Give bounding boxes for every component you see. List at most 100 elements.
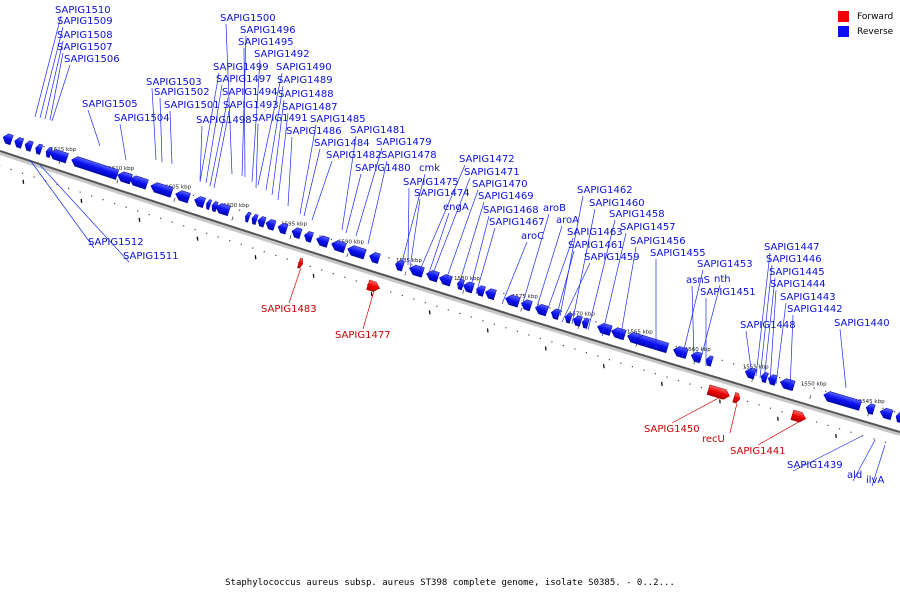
minor-tick (595, 321, 597, 323)
minor-tick (33, 176, 35, 178)
reverse-gene-label: ald (847, 470, 862, 481)
reverse-gene-label: SAPIG1470 (472, 179, 528, 190)
minor-tick (79, 191, 81, 193)
reverse-gene (485, 288, 497, 301)
reverse-gene (206, 199, 213, 210)
minor-tick (825, 390, 827, 392)
reverse-gene-label: SAPIG1474 (414, 188, 470, 199)
reverse-gene-body (611, 327, 627, 341)
label-leader (199, 72, 220, 183)
reverse-gene (550, 308, 561, 320)
forward-gene-label: SAPIG1441 (730, 446, 786, 457)
minor-tick (562, 344, 564, 347)
label-leader (341, 135, 357, 231)
ruler-tick (520, 307, 523, 312)
label-leader (362, 291, 375, 330)
minor-tick (549, 307, 551, 309)
label-leader (535, 225, 563, 311)
reverse-gene-body (760, 371, 769, 384)
ruler-label: 1585 kbp (396, 258, 422, 264)
label-leader (587, 219, 616, 331)
reverse-gene-body (150, 182, 174, 198)
minor-tick (620, 362, 622, 364)
label-leader (671, 397, 720, 424)
reverse-gene (611, 327, 627, 341)
label-leader (367, 160, 388, 245)
ruler-tick (404, 271, 407, 276)
figure-caption: Staphylococcus aureus subsp. aureus ST39… (225, 578, 675, 588)
ruler-tick (173, 197, 176, 202)
ruler-label: 1595 kbp (281, 222, 307, 228)
minor-tick (654, 373, 657, 375)
label-leader (775, 302, 787, 385)
reverse-gene-label: SAPIG1512 (88, 237, 144, 248)
minor-tick (192, 194, 195, 196)
reverse-gene-body (485, 288, 497, 301)
reverse-gene-label: SAPIG1486 (286, 126, 342, 137)
reverse-gene-label: SAPIG1489 (277, 75, 333, 86)
minor-tick (746, 400, 749, 402)
forward-gene-label: SAPIG1450 (644, 424, 700, 435)
ruler-tick (346, 253, 349, 258)
reverse-gene (673, 346, 689, 359)
minor-tick (493, 323, 495, 325)
label-leader (51, 64, 71, 122)
reverse-gene-label: SAPIG1507 (57, 42, 113, 53)
minor-tick (206, 232, 208, 234)
reverse-gene-label: SAPIG1471 (464, 167, 520, 178)
reverse-gene-label: SAPIG1455 (650, 248, 706, 259)
reverse-gene-body (865, 403, 876, 415)
label-leader (49, 52, 64, 121)
minor-tick (388, 257, 390, 259)
minor-tick (758, 404, 760, 406)
reverse-gene-body (369, 252, 381, 264)
forward-gene-label: SAPIG1477 (335, 330, 391, 341)
label-leader (44, 40, 64, 120)
reverse-gene (35, 143, 44, 155)
reverse-gene-body (265, 219, 277, 231)
label-leader (445, 189, 479, 281)
reverse-gene-label: SAPIG1498 (196, 115, 252, 126)
reverse-gene-body (2, 133, 14, 146)
minor-tick (629, 331, 631, 334)
reverse-gene-body (767, 374, 778, 386)
reverse-gene (150, 182, 174, 198)
reverse-gene (71, 156, 120, 180)
mid-tick (196, 236, 199, 241)
reverse-gene (779, 378, 796, 392)
label-leader (265, 85, 284, 191)
reverse-gene (194, 196, 206, 209)
minor-tick (148, 214, 150, 216)
reverse-gene (49, 149, 69, 164)
reverse-gene-label: SAPIG1463 (567, 227, 623, 238)
reverse-gene-label: SAPIG1494 (222, 87, 278, 98)
minor-tick (332, 273, 334, 275)
label-leader (241, 35, 247, 177)
minor-tick (411, 264, 413, 266)
reverse-gene (760, 371, 769, 384)
ruler-label: 1580 kbp (454, 276, 480, 282)
reverse-gene (879, 407, 894, 421)
ruler-label: 1610 kbp (108, 166, 134, 172)
reverse-gene (865, 403, 876, 415)
mid-tick (486, 328, 489, 333)
reverse-gene-body (194, 196, 206, 209)
minor-tick (10, 168, 12, 171)
reverse-gene-label: SAPIG1469 (478, 191, 534, 202)
label-leader (559, 195, 584, 317)
ruler-label: 1565 kbp (627, 329, 653, 335)
minor-tick (560, 310, 562, 313)
reverse-gene-body (14, 137, 25, 149)
forward-gene (732, 392, 741, 404)
label-leader (759, 264, 773, 379)
reverse-gene-label: SAPIG1445 (769, 267, 825, 278)
minor-tick (539, 337, 541, 340)
minor-tick (137, 210, 139, 212)
ruler-label: 1590 kbp (338, 240, 364, 246)
reverse-gene (277, 222, 289, 235)
reverse-gene-body (457, 279, 465, 291)
reverse-gene-label: SAPIG1500 (220, 13, 276, 24)
forward-gene (790, 409, 807, 423)
mid-tick (254, 255, 257, 260)
